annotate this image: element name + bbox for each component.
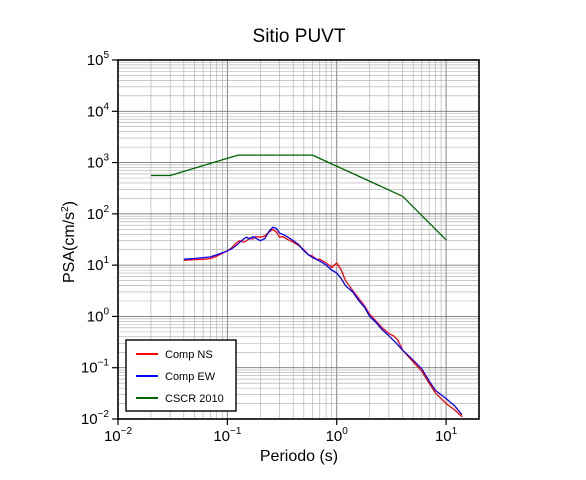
y-tick-base: 10 — [87, 52, 104, 69]
series-line-cscr-2010 — [150, 154, 447, 241]
y-tick-base: 10 — [87, 257, 104, 274]
y-tick-base: 10 — [87, 103, 104, 120]
y-tick-exponent: 1 — [103, 255, 109, 266]
y-tick-label: 100 — [87, 306, 110, 325]
y-tick-label: 101 — [87, 255, 110, 274]
legend-label-ns: Comp NS — [165, 349, 213, 361]
x-tick-label: 10−1 — [213, 426, 242, 445]
axis-ticks — [112, 59, 447, 425]
y-tick-label: 104 — [87, 101, 110, 120]
plot-series — [150, 154, 463, 418]
x-tick-base: 10 — [435, 428, 452, 445]
y-tick-base: 10 — [81, 411, 98, 428]
y-tick-base: 10 — [81, 360, 98, 377]
x-tick-base: 10 — [104, 428, 121, 445]
legend-label-cscr: CSCR 2010 — [165, 393, 224, 405]
x-tick-base: 10 — [213, 428, 230, 445]
y-tick-label: 102 — [87, 204, 110, 223]
y-tick-exponent: 4 — [103, 101, 109, 112]
x-tick-exponent: −2 — [121, 426, 133, 437]
x-tick-labels: 10−2 10−1 100 101 — [104, 426, 458, 445]
y-tick-exponent: 3 — [103, 153, 109, 164]
y-axis-label-main: PSA(cm/s — [61, 212, 78, 283]
y-tick-label: 10−1 — [81, 358, 110, 377]
y-tick-label: 105 — [87, 50, 110, 69]
x-tick-exponent: 1 — [452, 426, 458, 437]
y-axis-label-close: ) — [61, 201, 78, 206]
x-tick-base: 10 — [326, 428, 343, 445]
y-axis-label-sup: 2 — [60, 206, 71, 212]
chart-title: Sitio PUVT — [253, 26, 346, 47]
x-tick-exponent: 0 — [342, 426, 348, 437]
x-tick-exponent: −1 — [230, 426, 242, 437]
legend-label-ew: Comp EW — [165, 371, 216, 383]
y-tick-label: 103 — [87, 153, 110, 172]
y-axis-label: PSA(cm/s2) — [60, 201, 78, 283]
legend: Comp NS Comp EW CSCR 2010 — [125, 339, 237, 412]
x-axis-label: Periodo (s) — [260, 448, 338, 465]
y-tick-label: 10−2 — [81, 409, 110, 428]
y-tick-base: 10 — [87, 308, 104, 325]
y-tick-exponent: −1 — [98, 358, 110, 369]
x-tick-label: 101 — [435, 426, 458, 445]
y-tick-exponent: 5 — [103, 50, 109, 61]
x-tick-label: 100 — [326, 426, 349, 445]
y-tick-exponent: 0 — [103, 306, 109, 317]
y-tick-base: 10 — [87, 206, 104, 223]
series-line-comp-ew — [183, 226, 463, 416]
y-tick-exponent: −2 — [98, 409, 110, 420]
x-tick-label: 10−2 — [104, 426, 133, 445]
y-tick-exponent: 2 — [103, 204, 109, 215]
y-tick-base: 10 — [87, 155, 104, 172]
plot-frame — [117, 59, 480, 420]
